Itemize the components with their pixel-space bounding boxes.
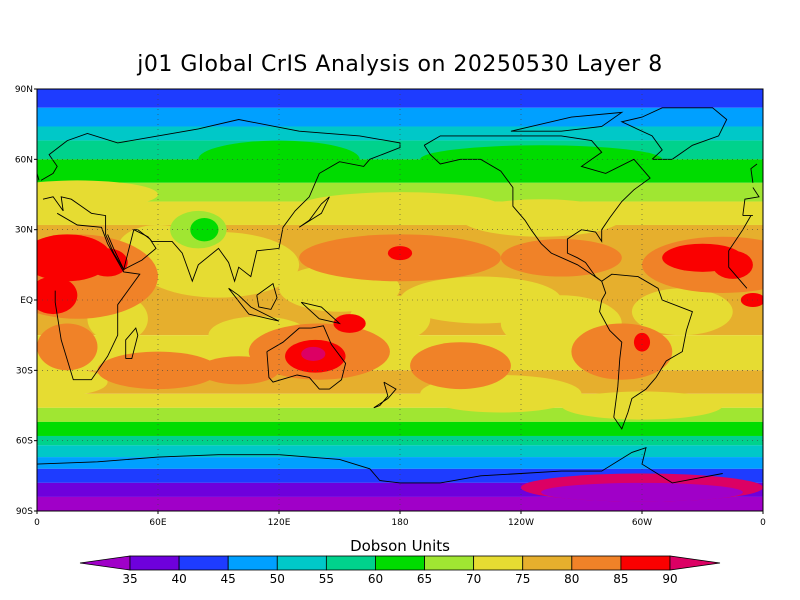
coastline-seAsiaIsl bbox=[228, 287, 280, 322]
colorbar-label: 75 bbox=[515, 572, 531, 586]
field-band bbox=[37, 89, 763, 108]
lat-tick-label: 90S bbox=[16, 507, 33, 517]
colorbar-label: 35 bbox=[122, 572, 138, 586]
field-blob bbox=[37, 367, 108, 397]
lon-tick-label: 120W bbox=[508, 518, 534, 528]
coastline-borneo bbox=[256, 282, 278, 310]
coastline-canadaIsl bbox=[510, 111, 624, 132]
coastline-newGuinea bbox=[300, 301, 342, 325]
colorbar-label: 70 bbox=[465, 572, 482, 586]
coastline-samerica bbox=[599, 273, 693, 430]
field-band bbox=[37, 126, 763, 141]
colorbar-label: 50 bbox=[269, 572, 285, 586]
colorbar-swatch bbox=[227, 555, 278, 571]
colorbar-label: 55 bbox=[318, 572, 334, 586]
coastline-namerica bbox=[423, 135, 651, 282]
colorbar-swatch bbox=[473, 555, 524, 571]
field-blob bbox=[712, 250, 753, 279]
field-blob bbox=[740, 292, 763, 308]
lon-tick-label: 120E bbox=[268, 518, 291, 528]
coastline-greenland bbox=[620, 107, 728, 160]
field-blob bbox=[420, 145, 663, 174]
colorbar-arrow-low bbox=[79, 555, 131, 571]
colorbar-swatch bbox=[571, 555, 622, 571]
field-band bbox=[37, 421, 763, 436]
field-band bbox=[37, 107, 763, 127]
lat-tick-label: 30S bbox=[16, 366, 33, 376]
lat-tick-label: 60N bbox=[15, 155, 33, 165]
colorbar-swatch bbox=[325, 555, 376, 571]
colorbar-swatch bbox=[620, 555, 671, 571]
ozone-field bbox=[37, 89, 763, 511]
lon-tick-label: 0 bbox=[760, 518, 766, 528]
colorbar bbox=[79, 555, 721, 571]
field-blob bbox=[333, 314, 366, 333]
colorbar-label: 60 bbox=[367, 572, 384, 586]
colorbar-title: Dobson Units bbox=[350, 537, 450, 555]
field-band bbox=[37, 496, 763, 511]
field-blob bbox=[87, 248, 128, 277]
field-band bbox=[37, 435, 763, 446]
field-blob bbox=[561, 391, 723, 420]
field-blob bbox=[37, 276, 78, 315]
coastline-madagascar bbox=[125, 327, 139, 360]
colorbar-label: 45 bbox=[220, 572, 236, 586]
field-blob bbox=[633, 332, 651, 352]
coastlines bbox=[37, 107, 760, 484]
lat-tick-label: 30N bbox=[15, 226, 33, 236]
field-blob bbox=[198, 356, 279, 385]
field-blob bbox=[301, 346, 326, 361]
field-band bbox=[37, 182, 763, 202]
colorbar-label: 65 bbox=[416, 572, 433, 586]
field-blob bbox=[37, 180, 158, 209]
map-title: j01 Global CrIS Analysis on 20250530 Lay… bbox=[137, 52, 663, 77]
colorbar-label: 80 bbox=[564, 572, 580, 586]
lon-tick-label: 0 bbox=[34, 518, 40, 528]
colorbar-label: 90 bbox=[662, 572, 678, 586]
coastline-eurasia bbox=[40, 119, 760, 283]
colorbar-swatch bbox=[178, 555, 229, 571]
field-blob bbox=[571, 323, 673, 380]
lat-tick-label: EQ bbox=[20, 296, 33, 306]
colorbar-swatch bbox=[424, 555, 475, 571]
field-blob bbox=[349, 295, 431, 343]
field-blob bbox=[460, 199, 622, 237]
field-blob bbox=[37, 323, 98, 371]
graticule bbox=[37, 89, 763, 511]
field-band bbox=[37, 445, 763, 458]
lon-tick-label: 60E bbox=[149, 518, 166, 528]
field-band bbox=[37, 457, 763, 469]
coastline-arabia bbox=[107, 229, 157, 271]
colorbar-swatch bbox=[522, 555, 573, 571]
lat-tick-label: 60S bbox=[16, 437, 33, 447]
colorbar-swatch bbox=[129, 555, 180, 571]
field-blob bbox=[299, 192, 501, 221]
lon-tick-label: 60W bbox=[632, 518, 652, 528]
colorbar-swatch bbox=[375, 555, 425, 571]
field-blob bbox=[410, 342, 511, 390]
coastline-nz bbox=[373, 381, 397, 409]
field-blob bbox=[190, 217, 219, 242]
lon-tick-label: 180 bbox=[391, 518, 408, 528]
field-blob bbox=[541, 482, 743, 502]
colorbar-label: 85 bbox=[613, 572, 629, 586]
colorbar-swatch bbox=[276, 555, 327, 571]
coastline-australia bbox=[266, 325, 347, 390]
colorbar-arrow-high bbox=[669, 555, 721, 571]
field-blob bbox=[387, 246, 413, 261]
coastline-japan bbox=[298, 196, 330, 228]
colorbar-label: 40 bbox=[171, 572, 187, 586]
lat-tick-label: 90N bbox=[15, 85, 33, 95]
